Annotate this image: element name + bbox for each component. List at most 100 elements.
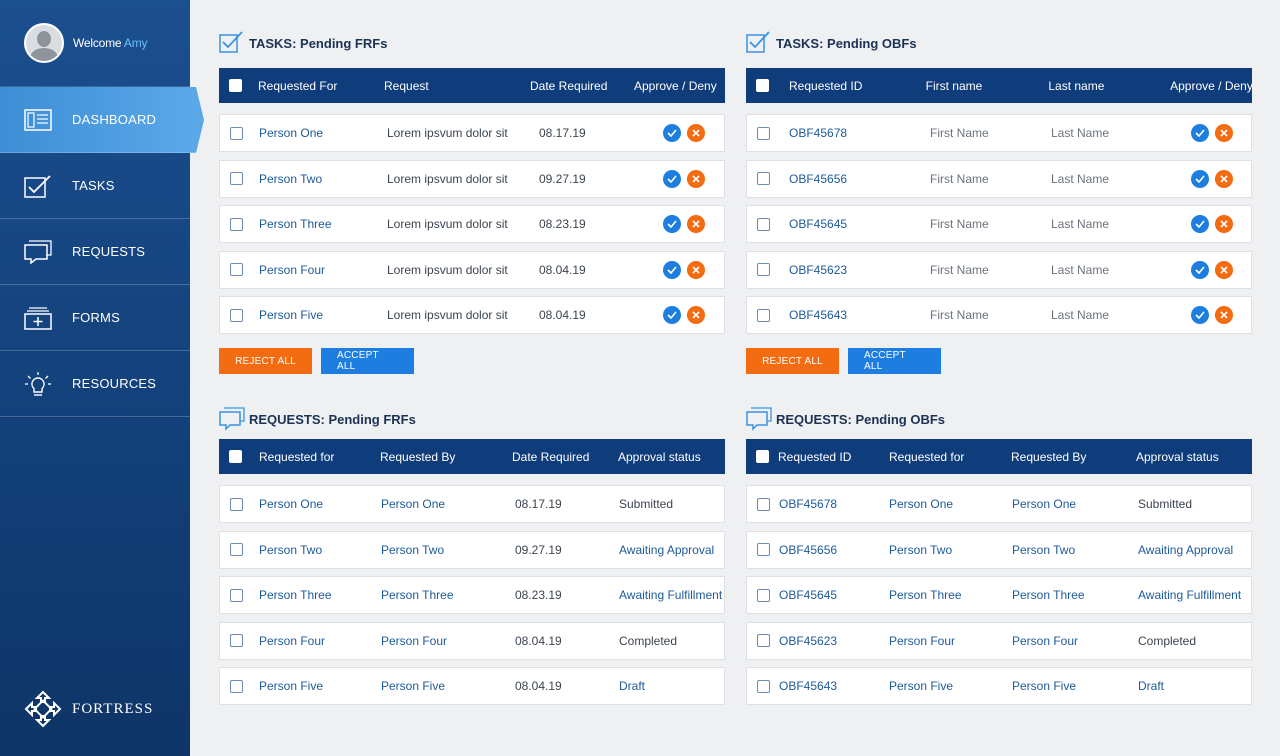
row-checkbox[interactable] xyxy=(230,217,243,231)
deny-x-icon[interactable] xyxy=(687,169,705,188)
reject-all-button[interactable]: REJECT ALL xyxy=(219,348,312,374)
accept-all-button[interactable]: ACCEPT ALL xyxy=(321,348,414,374)
requested-id-link[interactable]: OBF45623 xyxy=(789,262,848,277)
header-approval-status[interactable]: Approval status xyxy=(1136,449,1219,464)
row-checkbox[interactable] xyxy=(230,308,243,322)
approval-status-link[interactable]: Draft xyxy=(619,679,646,693)
requested-for-link[interactable]: Person Five xyxy=(259,679,324,693)
approve-check-icon[interactable] xyxy=(1191,124,1209,142)
header-date-required[interactable]: Date Required xyxy=(512,449,590,464)
select-all-checkbox[interactable] xyxy=(229,79,242,92)
requested-id-link[interactable]: OBF45678 xyxy=(789,126,848,140)
row-checkbox[interactable] xyxy=(230,263,243,276)
nav-item-forms[interactable]: FORMS xyxy=(0,285,190,351)
requested-for-link[interactable]: Person Five xyxy=(889,679,954,693)
approval-status-link[interactable]: Draft xyxy=(1138,679,1165,693)
row-checkbox[interactable] xyxy=(230,679,243,693)
requested-for-link[interactable]: Person Two xyxy=(889,542,953,557)
deny-x-icon[interactable] xyxy=(687,306,705,324)
header-requested-by[interactable]: Requested By xyxy=(380,449,456,464)
header-first-name[interactable]: First name xyxy=(925,78,983,93)
deny-x-icon[interactable] xyxy=(1215,215,1233,233)
row-checkbox[interactable] xyxy=(230,497,243,511)
deny-x-icon[interactable] xyxy=(687,124,705,142)
nav-item-resources[interactable]: RESOURCES xyxy=(0,351,190,417)
reject-all-button[interactable]: REJECT ALL xyxy=(746,348,839,374)
requested-by-link[interactable]: Person Four xyxy=(381,633,448,648)
approve-check-icon[interactable] xyxy=(663,169,681,188)
requested-by-link[interactable]: Person Four xyxy=(1012,633,1079,648)
nav-item-requests[interactable]: REQUESTS xyxy=(0,219,190,285)
deny-x-icon[interactable] xyxy=(1215,306,1233,324)
approval-status-link[interactable]: Awaiting Fulfillment xyxy=(1138,588,1242,602)
header-approval-status[interactable]: Approval status xyxy=(618,449,701,464)
requested-by-link[interactable]: Person Three xyxy=(381,588,454,602)
row-checkbox[interactable] xyxy=(757,679,770,693)
header-requested-id[interactable]: Requested ID xyxy=(789,78,863,93)
select-all-checkbox[interactable] xyxy=(229,450,242,463)
requested-for-link[interactable]: Person One xyxy=(259,126,324,140)
deny-x-icon[interactable] xyxy=(1215,169,1233,188)
requested-id-link[interactable]: OBF45643 xyxy=(779,679,838,693)
requested-for-link[interactable]: Person Four xyxy=(259,633,326,648)
avatar[interactable] xyxy=(24,23,64,63)
requested-by-link[interactable]: Person One xyxy=(381,497,446,511)
row-checkbox[interactable] xyxy=(757,634,770,647)
approve-check-icon[interactable] xyxy=(663,124,681,142)
approve-check-icon[interactable] xyxy=(1191,215,1209,233)
approve-check-icon[interactable] xyxy=(1191,260,1209,279)
row-checkbox[interactable] xyxy=(230,126,243,140)
row-checkbox[interactable] xyxy=(757,217,770,231)
requested-for-link[interactable]: Person Four xyxy=(889,633,956,648)
deny-x-icon[interactable] xyxy=(687,260,705,279)
select-all-checkbox[interactable] xyxy=(756,450,769,463)
approve-check-icon[interactable] xyxy=(663,215,681,233)
header-requested-for[interactable]: Requested for xyxy=(889,449,965,464)
row-checkbox[interactable] xyxy=(757,308,770,322)
requested-id-link[interactable]: OBF45623 xyxy=(779,633,838,648)
requested-for-link[interactable]: Person Five xyxy=(259,308,324,322)
requested-by-link[interactable]: Person Five xyxy=(381,679,446,693)
requested-by-link[interactable]: Person Three xyxy=(1012,588,1085,602)
requested-by-link[interactable]: Person Two xyxy=(381,542,445,557)
approval-status-link[interactable]: Awaiting Approval xyxy=(619,542,715,557)
approval-status-link[interactable]: Awaiting Fulfillment xyxy=(619,588,723,602)
row-checkbox[interactable] xyxy=(230,634,243,647)
requested-id-link[interactable]: OBF45643 xyxy=(789,308,848,322)
header-last-name[interactable]: Last name xyxy=(1048,78,1105,93)
requested-for-link[interactable]: Person One xyxy=(259,497,324,511)
nav-item-tasks[interactable]: TASKS xyxy=(0,153,190,219)
header-request[interactable]: Request xyxy=(384,78,429,93)
requested-for-link[interactable]: Person Three xyxy=(889,588,962,602)
requested-id-link[interactable]: OBF45645 xyxy=(779,588,838,602)
header-requested-for[interactable]: Requested for xyxy=(259,449,335,464)
approve-check-icon[interactable] xyxy=(663,306,681,324)
approval-status-link[interactable]: Awaiting Approval xyxy=(1138,542,1234,557)
row-checkbox[interactable] xyxy=(757,126,770,140)
nav-item-dashboard[interactable]: DASHBOARD xyxy=(0,87,204,153)
deny-x-icon[interactable] xyxy=(1215,124,1233,142)
requested-by-link[interactable]: Person One xyxy=(1012,497,1077,511)
user-name[interactable]: Amy xyxy=(123,36,148,50)
row-checkbox[interactable] xyxy=(757,497,770,511)
requested-for-link[interactable]: Person Three xyxy=(259,217,332,231)
requested-by-link[interactable]: Person Five xyxy=(1012,679,1077,693)
deny-x-icon[interactable] xyxy=(687,215,705,233)
approve-check-icon[interactable] xyxy=(663,260,681,279)
select-all-checkbox[interactable] xyxy=(756,79,769,92)
requested-for-link[interactable]: Person Two xyxy=(259,542,323,557)
header-requested-id[interactable]: Requested ID xyxy=(778,449,852,464)
requested-id-link[interactable]: OBF45678 xyxy=(779,497,838,511)
requested-for-link[interactable]: Person One xyxy=(889,497,954,511)
requested-for-link[interactable]: Person Four xyxy=(259,262,326,277)
row-checkbox[interactable] xyxy=(757,172,770,185)
requested-for-link[interactable]: Person Three xyxy=(259,588,332,602)
row-checkbox[interactable] xyxy=(757,263,770,276)
requested-id-link[interactable]: OBF45656 xyxy=(789,171,848,186)
header-date-required[interactable]: Date Required xyxy=(530,78,608,93)
deny-x-icon[interactable] xyxy=(1215,260,1233,279)
approve-check-icon[interactable] xyxy=(1191,306,1209,324)
requested-id-link[interactable]: OBF45645 xyxy=(789,217,848,231)
requested-by-link[interactable]: Person Two xyxy=(1012,542,1076,557)
approve-check-icon[interactable] xyxy=(1191,169,1209,188)
